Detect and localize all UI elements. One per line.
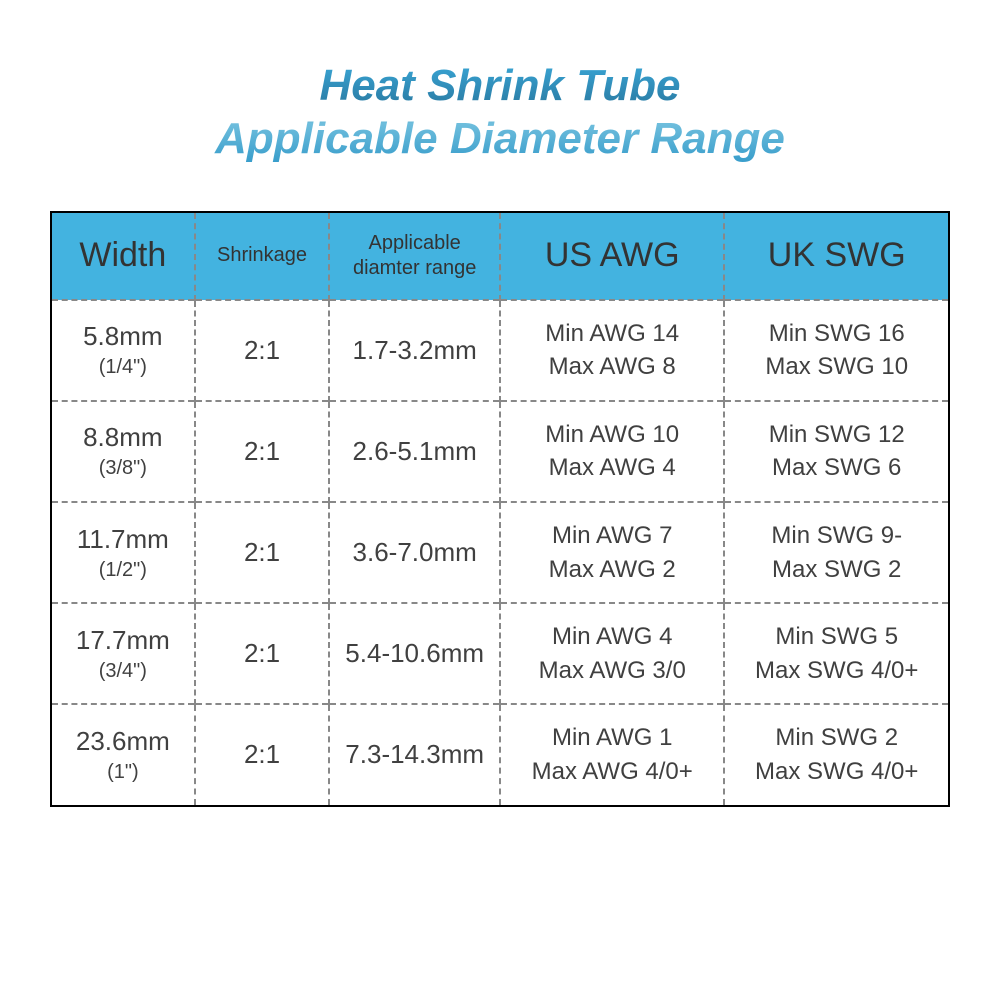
title-line-2: Applicable Diameter Range <box>215 114 785 163</box>
width-in: (1") <box>58 761 188 784</box>
title-line-1: Heat Shrink Tube <box>319 61 680 110</box>
cell-shrinkage: 2:1 <box>195 502 330 603</box>
col-shrinkage: Shrinkage <box>195 212 330 300</box>
us-max: Max AWG 2 <box>507 553 718 587</box>
uk-min: Min SWG 12 <box>731 418 942 452</box>
uk-max: Max SWG 2 <box>731 553 942 587</box>
us-min: Min AWG 1 <box>507 721 718 755</box>
cell-range: 2.6-5.1mm <box>329 401 500 502</box>
cell-range: 1.7-3.2mm <box>329 300 500 401</box>
width-in: (3/8") <box>58 457 188 480</box>
width-mm: 5.8mm <box>58 321 188 352</box>
table-row: 5.8mm (1/4") 2:1 1.7-3.2mm Min AWG 14 Ma… <box>51 300 949 401</box>
us-min: Min AWG 7 <box>507 519 718 553</box>
us-max: Max AWG 4/0+ <box>507 755 718 789</box>
table-row: 8.8mm (3/8") 2:1 2.6-5.1mm Min AWG 10 Ma… <box>51 401 949 502</box>
page-title: Heat Shrink Tube Applicable Diameter Ran… <box>50 60 950 166</box>
table-row: 17.7mm (3/4") 2:1 5.4-10.6mm Min AWG 4 M… <box>51 603 949 704</box>
width-mm: 17.7mm <box>58 625 188 656</box>
uk-max: Max SWG 4/0+ <box>731 654 942 688</box>
table-body: 5.8mm (1/4") 2:1 1.7-3.2mm Min AWG 14 Ma… <box>51 300 949 806</box>
col-range: Applicable diamter range <box>329 212 500 300</box>
cell-width: 17.7mm (3/4") <box>51 603 195 704</box>
cell-uk: Min SWG 16 Max SWG 10 <box>724 300 949 401</box>
cell-us: Min AWG 14 Max AWG 8 <box>500 300 725 401</box>
table-row: 11.7mm (1/2") 2:1 3.6-7.0mm Min AWG 7 Ma… <box>51 502 949 603</box>
width-mm: 8.8mm <box>58 422 188 453</box>
cell-uk: Min SWG 2 Max SWG 4/0+ <box>724 704 949 805</box>
cell-us: Min AWG 4 Max AWG 3/0 <box>500 603 725 704</box>
cell-shrinkage: 2:1 <box>195 704 330 805</box>
cell-range: 5.4-10.6mm <box>329 603 500 704</box>
cell-shrinkage: 2:1 <box>195 300 330 401</box>
uk-min: Min SWG 9- <box>731 519 942 553</box>
cell-width: 8.8mm (3/8") <box>51 401 195 502</box>
col-us-awg: US AWG <box>500 212 725 300</box>
uk-max: Max SWG 4/0+ <box>731 755 942 789</box>
uk-max: Max SWG 6 <box>731 451 942 485</box>
cell-width: 11.7mm (1/2") <box>51 502 195 603</box>
us-min: Min AWG 14 <box>507 317 718 351</box>
width-in: (1/4") <box>58 356 188 379</box>
cell-width: 23.6mm (1") <box>51 704 195 805</box>
us-max: Max AWG 3/0 <box>507 654 718 688</box>
cell-uk: Min SWG 5 Max SWG 4/0+ <box>724 603 949 704</box>
cell-shrinkage: 2:1 <box>195 401 330 502</box>
cell-width: 5.8mm (1/4") <box>51 300 195 401</box>
cell-range: 3.6-7.0mm <box>329 502 500 603</box>
table-header-row: Width Shrinkage Applicable diamter range… <box>51 212 949 300</box>
cell-uk: Min SWG 12 Max SWG 6 <box>724 401 949 502</box>
uk-min: Min SWG 16 <box>731 317 942 351</box>
us-max: Max AWG 4 <box>507 451 718 485</box>
width-mm: 11.7mm <box>58 524 188 555</box>
cell-uk: Min SWG 9- Max SWG 2 <box>724 502 949 603</box>
uk-min: Min SWG 5 <box>731 620 942 654</box>
spec-table: Width Shrinkage Applicable diamter range… <box>50 211 950 807</box>
cell-range: 7.3-14.3mm <box>329 704 500 805</box>
us-min: Min AWG 10 <box>507 418 718 452</box>
col-width: Width <box>51 212 195 300</box>
cell-us: Min AWG 10 Max AWG 4 <box>500 401 725 502</box>
uk-min: Min SWG 2 <box>731 721 942 755</box>
cell-shrinkage: 2:1 <box>195 603 330 704</box>
us-max: Max AWG 8 <box>507 350 718 384</box>
us-min: Min AWG 4 <box>507 620 718 654</box>
table-row: 23.6mm (1") 2:1 7.3-14.3mm Min AWG 1 Max… <box>51 704 949 805</box>
col-uk-swg: UK SWG <box>724 212 949 300</box>
width-in: (3/4") <box>58 660 188 683</box>
width-in: (1/2") <box>58 559 188 582</box>
cell-us: Min AWG 7 Max AWG 2 <box>500 502 725 603</box>
width-mm: 23.6mm <box>58 726 188 757</box>
cell-us: Min AWG 1 Max AWG 4/0+ <box>500 704 725 805</box>
uk-max: Max SWG 10 <box>731 350 942 384</box>
